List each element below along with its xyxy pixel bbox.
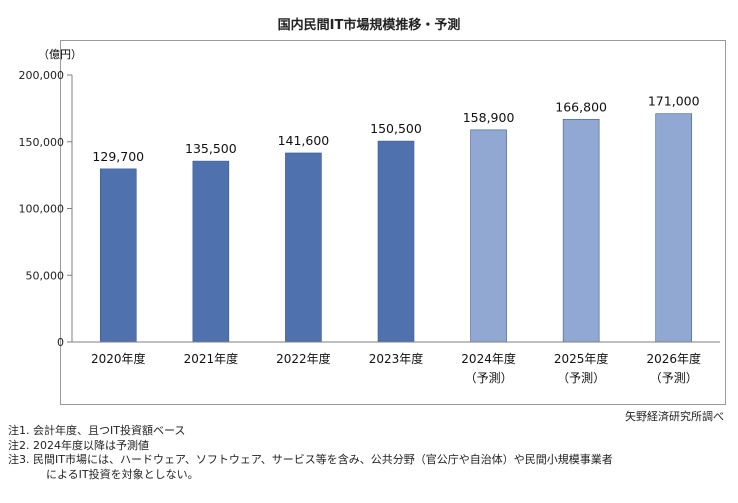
bar xyxy=(285,152,322,343)
y-tick-label: 150,000 xyxy=(19,136,65,149)
y-tick-label: 100,000 xyxy=(19,203,65,216)
footnote-1: 注1. 会計年度、且つIT投資額ベース xyxy=(8,424,186,437)
footnote-3: 注3. 民間IT市場には、ハードウェア、ソフトウェア、サービス等を含み、公共分野… xyxy=(8,453,613,466)
bars xyxy=(99,113,693,343)
bar-value-label: 171,000 xyxy=(648,94,700,109)
bar xyxy=(562,119,600,343)
chart-title: 国内民間IT市場規模推移・予測 xyxy=(277,18,461,33)
x-tick-label: 2022年度 xyxy=(276,351,331,366)
source-note: 矢野経済研究所調べ xyxy=(625,410,724,423)
footnote-2: 注2. 2024年度以降は予測値 xyxy=(8,438,149,452)
y-tick-label: 200,000 xyxy=(19,69,65,82)
x-tick-label: 2023年度 xyxy=(369,351,424,366)
bar xyxy=(655,113,693,343)
value-labels: 129,700 135,500 141,600 150,500 158,900 166,8… xyxy=(92,94,699,164)
x-axis-labels: 2020年度 2021年度 2022年度 2023年度 2024年度 （予測） 2025年度… xyxy=(91,351,701,385)
x-tick-label: 2026年度 xyxy=(646,351,701,366)
y-tick-label: 50,000 xyxy=(26,269,65,282)
x-tick-label: 2025年度 xyxy=(554,351,609,366)
x-tick-label: 2020年度 xyxy=(91,351,146,366)
bar-value-label: 141,600 xyxy=(278,133,330,148)
x-tick-sublabel: （予測） xyxy=(650,371,698,385)
x-tick-sublabel: （予測） xyxy=(465,371,513,385)
x-tick-label: 2021年度 xyxy=(184,351,239,366)
bar-value-label: 150,500 xyxy=(370,121,422,136)
footnotes: 注1. 会計年度、且つIT投資額ベース 注2. 2024年度以降は予測値 注3.… xyxy=(8,424,613,482)
bar-value-label: 129,700 xyxy=(92,149,144,164)
x-tick-label: 2024年度 xyxy=(461,351,516,366)
bar-value-label: 166,800 xyxy=(555,99,607,114)
y-tick-label: 0 xyxy=(57,336,64,349)
bar xyxy=(99,168,137,343)
bar-value-label: 158,900 xyxy=(463,110,515,125)
x-tick-sublabel: （予測） xyxy=(557,371,605,385)
y-axis-label: （億円） xyxy=(38,48,82,61)
bar-chart: （億円） 0 50,000 100,000 150,000 200,000 129,70… xyxy=(19,48,720,385)
bar-value-label: 135,500 xyxy=(185,141,237,156)
y-axis-ticks: 0 50,000 100,000 150,000 200,000 xyxy=(19,69,72,349)
bar xyxy=(192,160,230,343)
bar xyxy=(377,140,415,343)
bar xyxy=(470,129,507,343)
footnote-3-continued: によるIT投資を対象としない。 xyxy=(46,467,199,481)
